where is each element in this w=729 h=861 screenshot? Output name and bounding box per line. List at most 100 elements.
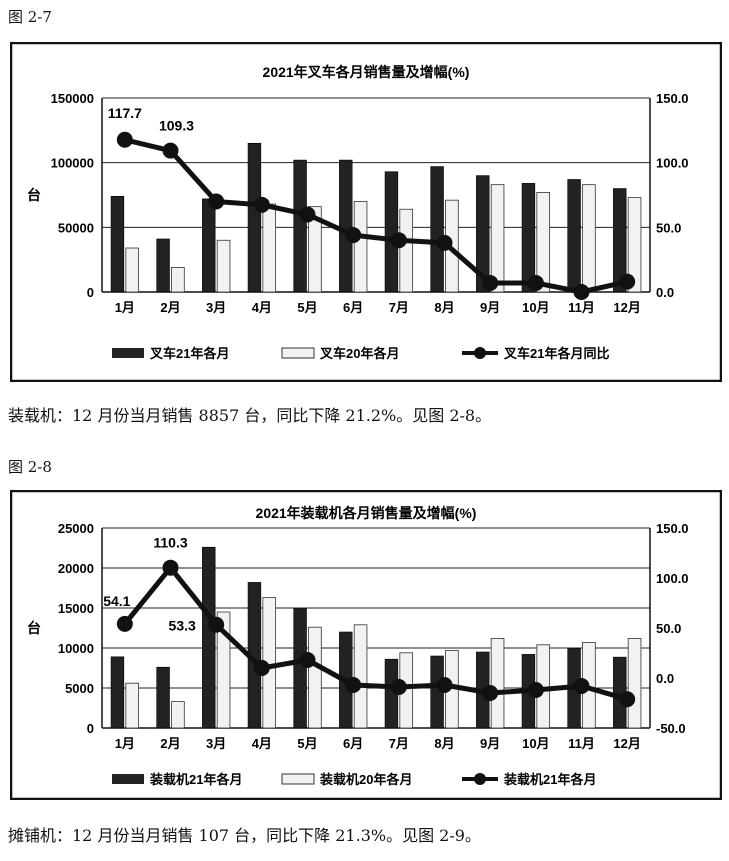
bar-2021	[430, 166, 444, 293]
y-tick-label: 50000	[58, 220, 94, 235]
bar-2020	[308, 626, 322, 729]
bar-2020	[262, 203, 277, 293]
legend-swatch-2021	[112, 348, 144, 358]
x-tick-label: 3月	[206, 300, 226, 315]
y-tick-label: 10000	[58, 641, 94, 656]
forklift-sales-chart: 2021年叉车各月销售量及增幅(%) 0 50000 100000 150000 0.0 5…	[10, 42, 722, 382]
growth-point	[116, 131, 133, 148]
bar-2020	[582, 184, 596, 293]
x-tick-label: 12月	[613, 300, 640, 315]
x-tick-label: 2月	[160, 300, 180, 315]
growth-point	[116, 615, 133, 632]
bar-2021	[339, 159, 353, 293]
growth-point	[162, 142, 179, 159]
y-axis-label: 台	[27, 620, 41, 636]
y-tick-label: 20000	[58, 561, 94, 576]
x-tick-label: 12月	[613, 736, 640, 751]
bar-2020	[171, 267, 185, 293]
bar-2020	[353, 201, 368, 293]
legend-label: 叉车21年各月	[149, 346, 229, 361]
x-tick-label: 7月	[389, 736, 409, 751]
legend-label: 装载机21年各月	[149, 772, 242, 787]
chart-title: 2021年装载机各月销售量及增幅(%)	[256, 505, 477, 521]
y-tick-label: 15000	[58, 601, 94, 616]
bar-2021	[156, 238, 170, 293]
x-tick-label: 2月	[160, 736, 180, 751]
growth-point	[299, 652, 316, 668]
y-tick-label: 150000	[51, 91, 94, 106]
growth-point	[253, 660, 270, 676]
x-tick-label: 8月	[434, 300, 454, 315]
x-tick-label: 1月	[115, 736, 135, 751]
legend-label: 装载机21年各月	[503, 772, 596, 787]
growth-point	[208, 616, 225, 633]
figure-caption-2: 图 2-8	[8, 458, 52, 476]
growth-point	[619, 273, 636, 290]
data-label: 54.1	[103, 593, 130, 609]
data-label: 110.3	[153, 535, 187, 551]
legend-marker	[474, 347, 486, 359]
bar-2021	[293, 159, 307, 293]
x-tick-label: 9月	[480, 300, 500, 315]
bar-2020	[490, 184, 505, 293]
x-tick-label: 11月	[568, 300, 595, 315]
x-tick-label: 5月	[297, 300, 317, 315]
bar-2020	[125, 247, 140, 293]
legend-label: 叉车20年各月	[319, 346, 399, 361]
bar-2020	[171, 701, 185, 729]
bar-2021	[567, 179, 581, 293]
growth-point	[436, 234, 453, 251]
growth-point	[527, 274, 544, 291]
bar-2020	[627, 197, 642, 293]
bar-2021	[384, 171, 399, 293]
bar-2020	[216, 239, 231, 293]
bar-2021	[613, 188, 627, 293]
data-label: 53.3	[169, 618, 196, 634]
bar-2020	[490, 637, 505, 729]
paragraph-loader: 装载机：12 月份当月销售 8857 台，同比下降 21.2%。见图 2-8。	[8, 406, 492, 425]
growth-point	[345, 227, 362, 244]
x-tick-label: 10月	[522, 736, 549, 751]
bar-2021	[476, 175, 490, 293]
x-tick-label: 9月	[480, 736, 500, 751]
growth-point	[527, 682, 544, 698]
x-tick-label: 6月	[343, 736, 363, 751]
bar-2020	[308, 206, 322, 293]
growth-point	[482, 274, 499, 291]
growth-point	[482, 685, 499, 701]
growth-point	[573, 284, 590, 300]
legend-swatch-2020	[281, 773, 315, 785]
bar-2020	[399, 208, 414, 293]
chart-title: 2021年叉车各月销售量及增幅(%)	[263, 64, 470, 80]
growth-point	[345, 677, 362, 693]
bar-2021	[293, 608, 307, 729]
y-tick-label: 100000	[51, 156, 94, 171]
y-axis-label: 台	[27, 187, 41, 203]
growth-point	[619, 691, 636, 708]
legend-label: 装载机20年各月	[319, 772, 412, 787]
x-tick-label: 11月	[568, 736, 595, 751]
bar-2020	[627, 637, 642, 729]
y2-tick-label: -50.0	[656, 721, 686, 736]
bar-2021	[202, 198, 216, 293]
x-tick-label: 1月	[115, 300, 135, 315]
growth-line	[122, 565, 628, 702]
data-label: 109.3	[159, 118, 194, 134]
paragraph-paver: 摊铺机：12 月份当月销售 107 台，同比下降 21.3%。见图 2-9。	[8, 826, 481, 845]
y2-tick-label: 100.0	[656, 571, 689, 586]
growth-point	[390, 232, 407, 249]
x-tick-label: 5月	[297, 736, 317, 751]
growth-point	[390, 679, 407, 695]
bar-2021	[521, 183, 536, 293]
y2-tick-label: 150.0	[656, 521, 689, 536]
y2-tick-label: 0.0	[656, 285, 674, 300]
x-tick-label: 10月	[522, 300, 549, 315]
y2-tick-label: 150.0	[656, 91, 689, 106]
y-tick-label: 0	[87, 285, 94, 300]
bar-2021	[110, 656, 125, 729]
chart-frame	[10, 42, 722, 382]
x-tick-label: 8月	[434, 736, 454, 751]
y2-tick-label: 100.0	[656, 156, 689, 171]
growth-point	[208, 193, 225, 210]
y2-tick-label: 50.0	[656, 220, 681, 235]
